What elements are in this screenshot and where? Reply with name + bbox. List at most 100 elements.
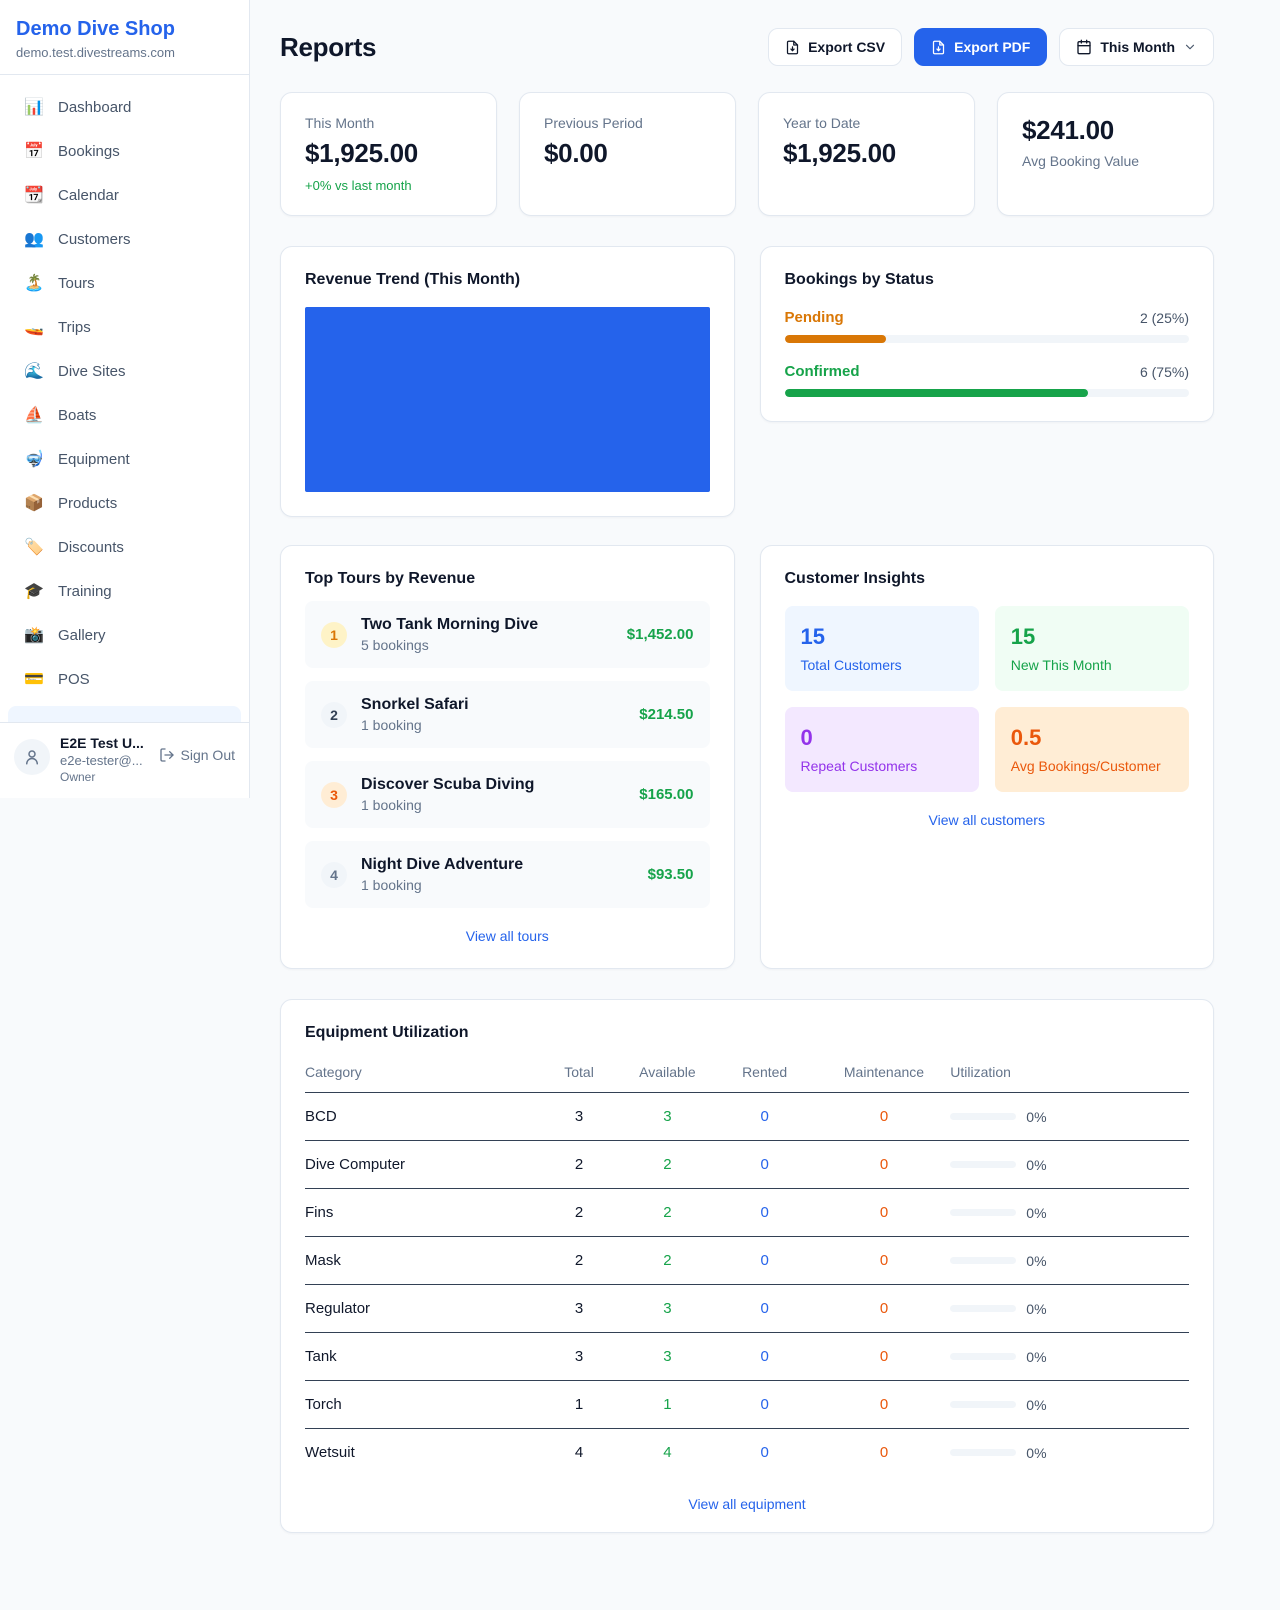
progress-fill — [784, 389, 1088, 397]
sidebar-item-label: Trips — [58, 318, 91, 336]
tour-name: Discover Scuba Diving — [361, 776, 535, 793]
status-count: 2 (25%) — [1139, 309, 1189, 326]
view-all-customers-link[interactable]: View all customers — [928, 812, 1045, 828]
cell-total: 3 — [534, 1284, 624, 1333]
sidebar-item-bookings[interactable]: 📅 Bookings — [8, 131, 241, 171]
cell-available: 3 — [623, 1284, 712, 1333]
cell-total: 2 — [534, 1188, 624, 1237]
sidebar-item-discounts[interactable]: 🏷️ Discounts — [8, 527, 241, 567]
export-csv-button[interactable]: Export CSV — [768, 28, 903, 66]
tour-bookings: 5 bookings — [361, 637, 429, 653]
sidebar-item-products[interactable]: 📦 Products — [8, 483, 241, 523]
cell-category: Wetsuit — [305, 1444, 355, 1461]
tour-amount: $165.00 — [639, 786, 694, 803]
utilization-bar — [950, 1353, 1017, 1360]
sidebar-item-customers[interactable]: 👥 Customers — [8, 219, 241, 259]
tour-row-2[interactable]: 2 Snorkel Safari 1 booking $214.50 — [305, 681, 710, 748]
cell-total: 1 — [534, 1380, 624, 1429]
stat-value: $241.00 — [1022, 115, 1114, 145]
sidebar-item-pos[interactable]: 💳 POS — [8, 659, 241, 699]
utilization-percent: 0% — [1026, 1108, 1047, 1125]
tour-amount: $214.50 — [639, 706, 694, 723]
status-label: Pending — [784, 309, 844, 326]
tour-name: Snorkel Safari — [361, 696, 469, 713]
stat-card-previous-period: Previous Period $0.00 — [519, 92, 736, 216]
sign-out-button[interactable]: Sign Out — [159, 747, 235, 763]
equipment-utilization-title: Equipment Utilization — [305, 1024, 469, 1041]
insight-tile-total-customers: 15 Total Customers — [784, 606, 979, 691]
sidebar-item-dashboard[interactable]: 📊 Dashboard — [8, 87, 241, 127]
file-download-icon — [932, 40, 945, 54]
sidebar-item-label: Training — [58, 582, 112, 600]
utilization-bar — [950, 1305, 1017, 1312]
sidebar-item-equipment[interactable]: 🤿 Equipment — [8, 439, 241, 479]
utilization-percent: 0% — [1026, 1348, 1047, 1365]
utilization-percent: 0% — [1026, 1156, 1047, 1173]
progress-track — [784, 389, 1189, 397]
sidebar-item-tours[interactable]: 🏝️ Tours — [8, 263, 241, 303]
sidebar-item-label: Tours — [58, 274, 95, 292]
sidebar-item-label: Equipment — [58, 450, 130, 468]
calendar-icon — [1077, 39, 1092, 55]
cell-available: 2 — [623, 1140, 712, 1189]
column-header-total: Total — [534, 1056, 624, 1093]
sidebar: Demo Dive Shop demo.test.divestreams.com… — [0, 0, 250, 798]
insight-value: 15 — [1010, 624, 1036, 649]
stat-value: $1,925.00 — [783, 138, 896, 168]
cell-rented: 0 — [711, 1332, 818, 1381]
sidebar-item-calendar[interactable]: 📆 Calendar — [8, 175, 241, 215]
insight-tile-avg-bookings: 0.5 Avg Bookings/Customer — [994, 707, 1189, 792]
status-label: Confirmed — [784, 363, 860, 380]
sidebar-item-dive-sites[interactable]: 🌊 Dive Sites — [8, 351, 241, 391]
period-selector[interactable]: This Month — [1059, 28, 1214, 66]
insight-value: 15 — [800, 624, 825, 649]
export-csv-label: Export CSV — [808, 39, 886, 55]
table-row: Dive Computer 2 2 0 0 0% — [305, 1140, 1189, 1189]
utilization-bar — [950, 1209, 1017, 1216]
column-header-maintenance: Maintenance — [817, 1056, 951, 1093]
sidebar-item-reports-partial[interactable] — [8, 706, 241, 722]
export-pdf-button[interactable]: Export PDF — [914, 28, 1048, 66]
sailboat-icon: ⛵ — [24, 407, 44, 424]
tour-row-3[interactable]: 3 Discover Scuba Diving 1 booking $165.0… — [305, 761, 710, 828]
column-header-utilization: Utilization — [950, 1056, 1189, 1093]
sidebar-item-boats[interactable]: ⛵ Boats — [8, 395, 241, 435]
cell-category: Dive Computer — [305, 1140, 535, 1189]
table-row: Fins 2 2 0 0 0% — [305, 1188, 1189, 1237]
island-icon: 🏝️ — [24, 275, 44, 292]
tear-off-calendar-icon: 📆 — [24, 187, 44, 204]
insight-label: Total Customers — [800, 657, 902, 673]
tour-row-4[interactable]: 4 Night Dive Adventure 1 booking $93.50 — [305, 841, 710, 908]
sidebar-item-label: Gallery — [58, 626, 106, 644]
utilization-percent: 0% — [1026, 1396, 1047, 1413]
rank-badge: 4 — [321, 861, 347, 888]
table-row: Torch 1 1 0 0 0% — [305, 1380, 1189, 1429]
credit-card-icon: 💳 — [24, 671, 44, 688]
sidebar-item-gallery[interactable]: 📸 Gallery — [8, 615, 241, 655]
progress-fill — [784, 335, 886, 343]
insight-value: 0.5 — [1010, 725, 1042, 750]
cell-maintenance: 0 — [817, 1188, 951, 1237]
status-row-pending: Pending 2 (25%) — [784, 309, 1189, 343]
cell-rented: 0 — [760, 1444, 769, 1461]
sidebar-item-trips[interactable]: 🚤 Trips — [8, 307, 241, 347]
table-row: BCD 3 3 0 0 0% — [305, 1092, 1189, 1141]
sidebar-item-label: Customers — [58, 230, 131, 248]
user-panel: E2E Test U... e2e-tester@... Owner Sign … — [0, 722, 249, 798]
cell-rented: 0 — [711, 1140, 818, 1189]
cell-category: Torch — [305, 1380, 535, 1429]
shop-domain: demo.test.divestreams.com — [16, 45, 175, 60]
cell-total: 2 — [534, 1140, 624, 1189]
progress-track — [784, 335, 1189, 343]
bar-chart-icon: 📊 — [24, 99, 44, 116]
view-all-equipment-link[interactable]: View all equipment — [688, 1496, 806, 1512]
utilization-bar — [950, 1113, 1017, 1120]
cell-available: 3 — [623, 1332, 712, 1381]
view-all-tours-link[interactable]: View all tours — [465, 928, 549, 944]
tour-row-1[interactable]: 1 Two Tank Morning Dive 5 bookings $1,45… — [305, 601, 710, 668]
sidebar-item-label: Dashboard — [58, 98, 132, 116]
sidebar-item-training[interactable]: 🎓 Training — [8, 571, 241, 611]
revenue-trend-title: Revenue Trend (This Month) — [305, 271, 521, 288]
cell-rented: 0 — [711, 1092, 818, 1141]
sidebar-item-label: Dive Sites — [58, 362, 126, 380]
